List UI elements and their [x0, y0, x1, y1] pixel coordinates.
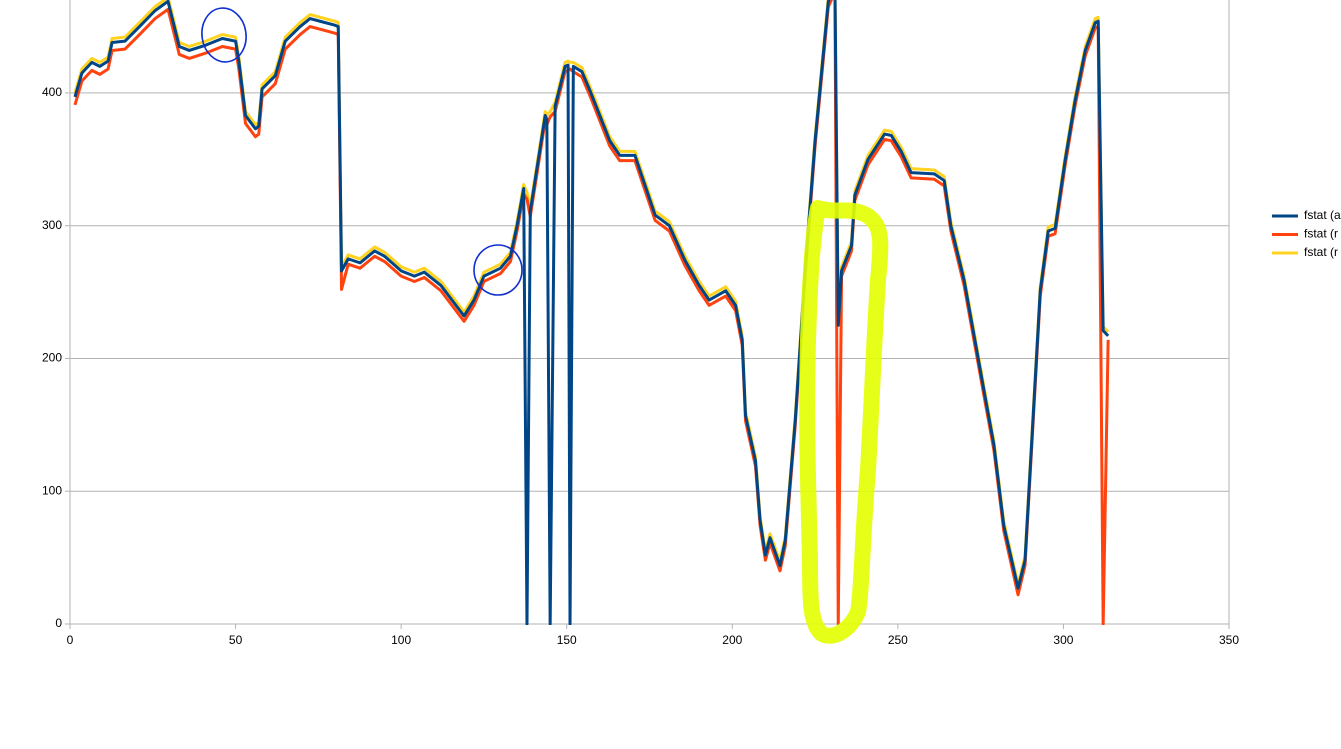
x-tick-label: 300	[1053, 633, 1073, 647]
annotation-highlight	[799, 200, 889, 644]
series-line	[73, 0, 1110, 625]
legend-label: fstat (r	[1304, 227, 1338, 241]
x-tick-label: 100	[391, 633, 411, 647]
y-tick-label: 0	[55, 616, 62, 630]
legend-label: fstat (a	[1304, 208, 1341, 222]
x-tick-label: 50	[229, 633, 243, 647]
annotation-circle	[201, 7, 247, 63]
y-tick-label: 200	[42, 351, 62, 365]
x-tick-label: 350	[1219, 633, 1239, 647]
y-tick-label: 300	[42, 218, 62, 232]
x-tick-label: 150	[557, 633, 577, 647]
legend-label: fstat (r	[1304, 245, 1338, 259]
series-line	[73, 0, 1110, 625]
series-line	[73, 0, 1110, 586]
x-tick-label: 200	[722, 633, 742, 647]
x-tick-label: 0	[67, 633, 74, 647]
annotations	[201, 7, 889, 644]
y-tick-label: 100	[42, 483, 62, 497]
annotation-circle	[473, 244, 523, 296]
y-tick-label: 400	[42, 85, 62, 99]
x-tick-label: 250	[888, 633, 908, 647]
